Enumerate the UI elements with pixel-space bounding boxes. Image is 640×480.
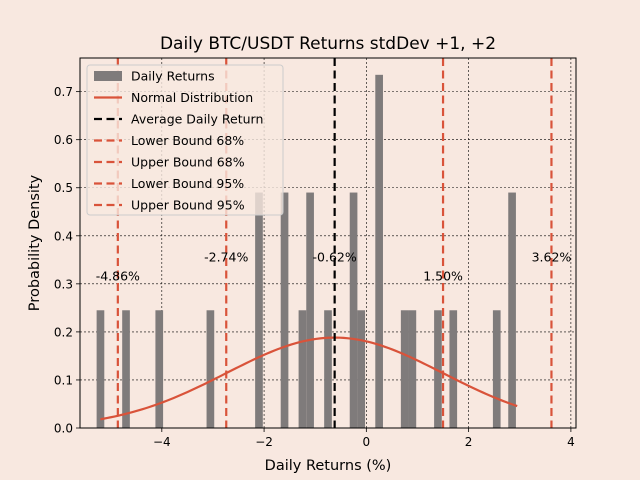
vline-label-2: -2.74% [204,249,248,264]
y-tick-label-7: 0.7 [54,85,73,99]
x-tick-label-4: 4 [567,435,575,449]
bar-5 [280,192,289,428]
x-axis-label: Daily Returns (%) [265,458,392,474]
legend-label-4: Upper Bound 68% [131,155,245,170]
bar-15 [449,310,458,428]
y-tick-label-5: 0.5 [54,181,73,195]
bar-14 [434,310,442,428]
y-tick-label-3: 0.3 [54,277,73,291]
vline-label-0: -0.62% [313,249,357,264]
plot-frame [79,57,577,429]
legend-label-5: Lower Bound 95% [131,176,244,191]
bar-6 [298,310,307,428]
normal-curve-line [100,336,518,421]
bar-0 [96,310,105,428]
bar-11 [375,74,383,429]
bar-3 [206,310,215,428]
chart-title: Daily BTC/USDT Returns stdDev +1, +2 [160,34,496,54]
y-axis-ticks: 0.0 0.1 0.2 0.3 0.4 0.5 0.6 0.7 [54,85,80,436]
bar-7 [306,192,314,428]
bar-4 [255,192,263,428]
vline-label-1: -4.86% [96,269,140,284]
bar-9 [349,192,358,428]
x-tick-label-1: −2 [255,435,273,449]
y-tick-label-1: 0.1 [54,373,73,387]
y-axis-label: Probability Density [27,174,43,311]
vline-label-3: 1.50% [423,269,463,284]
x-tick-label-2: 0 [363,435,371,449]
legend-label-3: Lower Bound 68% [131,133,244,148]
legend-swatch-0 [94,71,122,81]
bar-8 [324,310,332,428]
legend-label-1: Normal Distribution [131,90,253,105]
legend-label-0: Daily Returns [131,69,215,84]
x-tick-label-0: −4 [153,435,171,449]
legend-box [86,64,284,216]
legend: Daily Returns Normal Distribution Average … [86,64,284,216]
bar-16 [492,310,501,428]
bar-17 [508,192,516,428]
y-tick-label-6: 0.6 [54,133,73,147]
normal-curve [100,336,518,421]
legend-label-6: Upper Bound 95% [131,198,245,213]
x-axis-ticks: −4 −2 0 2 4 [153,428,575,449]
bars [96,74,516,429]
vline-label-4: 3.62% [532,249,572,264]
bar-10 [357,310,366,428]
y-tick-label-4: 0.4 [54,229,73,243]
bar-13 [408,310,417,428]
x-tick-label-3: 2 [465,435,473,449]
bar-1 [122,310,130,428]
y-tick-label-0: 0.0 [54,422,73,436]
bar-2 [155,310,164,428]
y-tick-label-2: 0.2 [54,325,73,339]
vline-labels: -0.62% -4.86% -2.74% 1.50% 3.62% [96,249,572,283]
legend-label-2: Average Daily Return [131,112,263,127]
bar-12 [400,310,409,428]
